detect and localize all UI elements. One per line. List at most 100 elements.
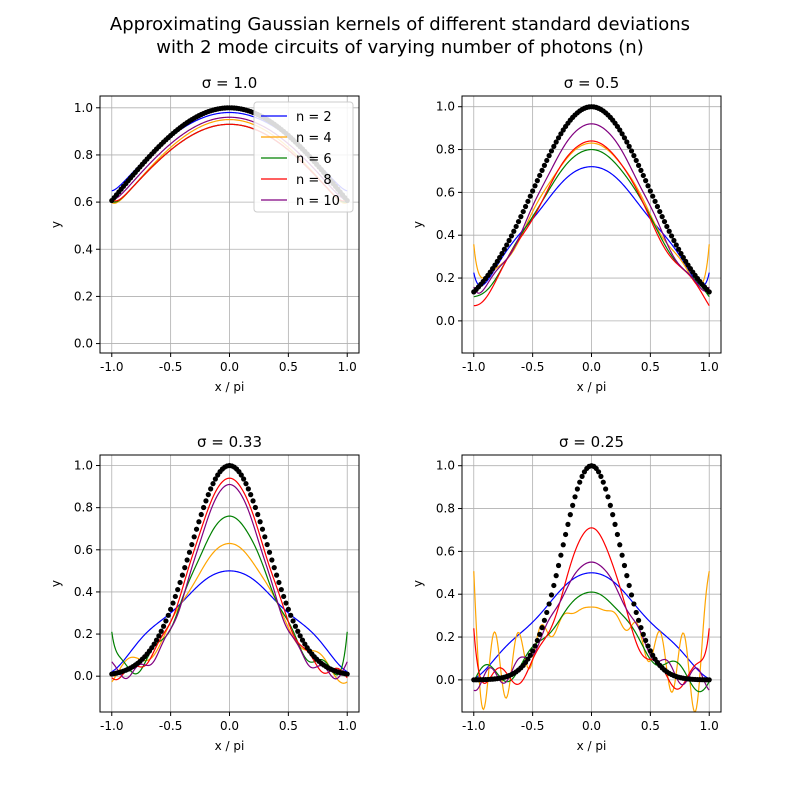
y-tick-label: 0.8 [436,502,455,516]
series-line-n2 [111,570,348,673]
target-point [273,572,280,578]
target-points [471,104,712,295]
x-axis-label: x / pi [215,739,245,753]
y-tick-label: 0.2 [436,630,455,644]
x-tick-label: 0.5 [279,719,298,733]
target-point [281,593,287,600]
x-tick-label: 0.0 [220,719,239,733]
target-point [508,233,515,239]
target-point [191,534,197,540]
target-point [643,637,649,644]
target-point [628,592,635,598]
legend: n = 2 n = 4 n = 6 n = 8 n = 10 [253,101,354,213]
target-point [262,534,268,540]
target-point [165,612,171,618]
target-point [546,153,552,159]
target-points [109,462,350,677]
target-point [546,601,552,607]
target-point [548,148,555,154]
target-point [530,648,536,654]
series-line-n10 [111,483,348,680]
y-tick-label: 0.6 [436,544,455,558]
target-point [156,633,162,639]
target-point [175,586,181,593]
target-point [560,542,566,548]
y-tick-label: 0.6 [74,543,93,557]
target-point [252,504,258,511]
target-point [189,541,195,548]
target-point [626,582,632,589]
x-tick-label: -1.0 [100,360,123,374]
target-point [563,531,569,538]
target-point [541,162,548,168]
target-point [676,246,682,252]
panel-1: -1.0 -0.5 0.0 0.5 1.0 0.0 0.2 0.4 0.6 0.8 1.0 x / p… [49,74,360,394]
target-point [539,625,545,631]
y-tick-label: 0.8 [74,501,93,515]
legend-entry: n = 4 [296,131,332,146]
target-point [264,541,270,548]
x-tick-label: -0.5 [521,719,544,733]
target-point [553,139,559,145]
target-point [184,557,190,563]
plot-area [109,462,350,684]
target-point [647,188,653,194]
target-point [250,498,256,504]
panel-2: -1.0 -0.5 0.0 0.5 1.0 0.0 0.2 0.4 0.6 0.8 1.0 x / p… [411,74,722,394]
y-tick-label: 0.4 [74,242,93,256]
target-point [647,648,653,654]
target-point [497,254,503,261]
target-point [205,492,211,498]
target-point [255,511,261,518]
target-point [567,512,573,518]
target-point [600,479,606,485]
target-point [661,218,668,225]
target-point [640,631,646,637]
target-point [659,214,665,220]
x-tick-label: 1.0 [338,719,357,733]
panel-title: σ = 0.5 [564,74,619,92]
target-point [668,233,675,239]
target-point [266,549,273,555]
y-tick-label: 0.4 [436,587,455,601]
target-point [626,143,632,149]
target-point [628,148,635,154]
legend-entry: n = 10 [296,194,340,209]
target-point [558,552,564,558]
target-point [553,573,559,579]
panel-title: σ = 0.33 [197,433,262,451]
target-point [617,542,623,548]
target-point [683,258,689,264]
target-point [193,526,200,532]
y-axis-label: y [411,221,425,228]
plot-area [471,463,712,712]
panel-title: σ = 1.0 [202,74,257,92]
target-point [172,593,178,600]
series-line-n10 [473,123,710,294]
target-point [635,617,642,623]
target-point [652,198,658,204]
target-point [160,623,167,629]
target-point [170,600,176,606]
target-point [186,549,193,555]
series-line-n8 [473,527,710,690]
x-tick-label: -1.0 [462,719,485,733]
target-point [163,618,169,624]
y-tick-label: 1.0 [74,459,93,473]
target-point [570,502,576,508]
x-tick-label: 0.5 [279,360,298,374]
target-point [551,582,557,589]
x-tick-label: -0.5 [159,360,182,374]
panel-3: -1.0 -0.5 0.0 0.5 1.0 0.0 0.2 0.4 0.6 0.8 1.0 x / p… [49,433,360,753]
x-tick-label: 1.0 [700,719,719,733]
target-point [245,486,251,492]
x-tick-label: 0.0 [582,360,601,374]
target-point [153,637,160,643]
target-point [654,203,661,210]
target-point [201,504,207,511]
series-line-n2 [473,572,710,680]
series-line-n2 [473,166,710,287]
target-point [238,472,244,478]
target-point [603,486,609,492]
x-tick-label: -0.5 [159,719,182,733]
